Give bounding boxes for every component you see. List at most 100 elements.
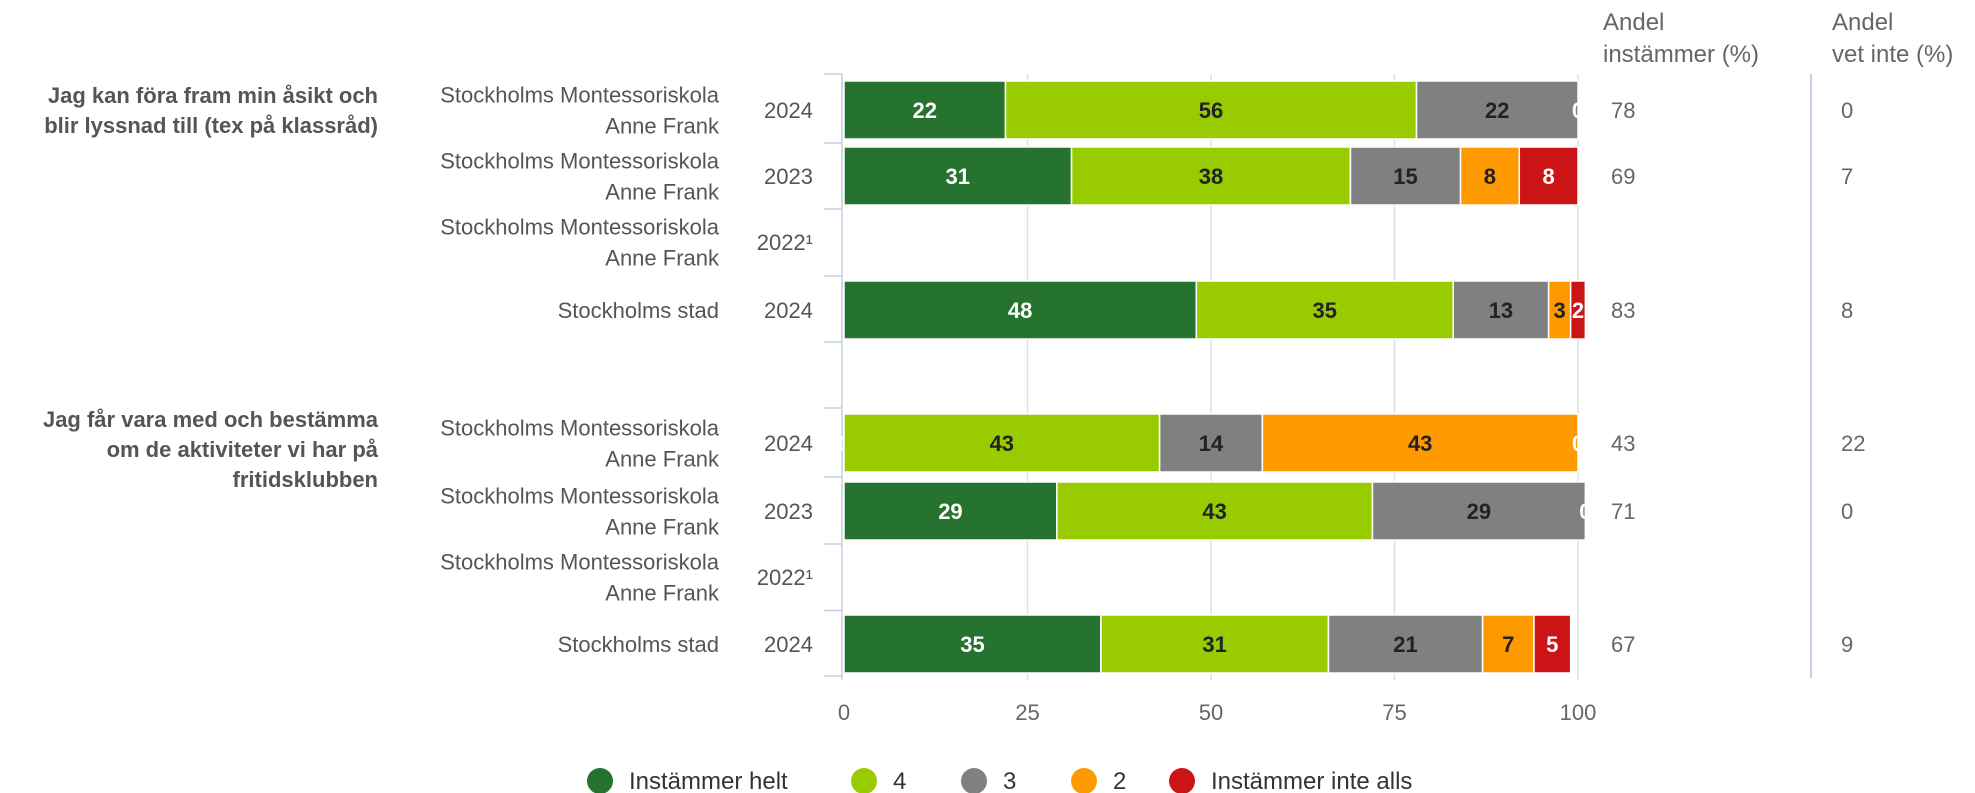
data-label: 35 <box>960 632 984 657</box>
data-label: 22 <box>1485 98 1509 123</box>
legend-marker <box>1169 768 1195 793</box>
data-label: 29 <box>938 499 962 524</box>
andel-vet-inte-value: 22 <box>1841 431 1865 456</box>
data-label: 2 <box>1572 298 1584 323</box>
bar-segment <box>1070 146 1352 206</box>
row-label: Stockholms Montessoriskola <box>440 215 720 240</box>
row-label: Anne Frank <box>605 581 720 606</box>
data-label: 43 <box>1408 431 1432 456</box>
row-year: 2022¹ <box>757 565 813 590</box>
legend-marker <box>1071 768 1097 793</box>
bar-segment <box>1518 146 1579 206</box>
row-label: Anne Frank <box>605 180 720 205</box>
data-label: 0 <box>1572 431 1584 456</box>
row-year: 2023 <box>764 499 813 524</box>
andel-instammer-value: 43 <box>1611 431 1635 456</box>
legend-label: 4 <box>893 768 906 793</box>
legend-label: Instämmer inte alls <box>1211 768 1412 793</box>
question-label: blir lyssnad till (tex på klassråd) <box>44 113 378 138</box>
row-label: Anne Frank <box>605 246 720 271</box>
andel-vet-inte-value: 7 <box>1841 164 1853 189</box>
row-label: Stockholms stad <box>558 632 719 657</box>
bar-segment <box>1004 80 1418 140</box>
data-label: 13 <box>1489 298 1513 323</box>
data-label: 8 <box>1484 164 1496 189</box>
question-label: om de aktiviteter vi har på <box>107 437 379 462</box>
bar-segment <box>1100 614 1330 674</box>
bar-segment <box>1371 481 1587 541</box>
row-year: 2024 <box>764 431 813 456</box>
andel-instammer-value: 67 <box>1611 632 1635 657</box>
legend-label: Instämmer helt <box>629 768 788 793</box>
bar-segment <box>1481 614 1535 674</box>
legend-label: 3 <box>1003 768 1016 793</box>
andel-instammer-value: 83 <box>1611 298 1635 323</box>
bar-segment <box>1158 413 1264 473</box>
row-label: Stockholms Montessoriskola <box>440 83 720 108</box>
data-label: 15 <box>1393 164 1417 189</box>
data-label: 31 <box>946 164 970 189</box>
andel-instammer-value: 69 <box>1611 164 1635 189</box>
row-year: 2023 <box>764 164 813 189</box>
andel-instammer-value: 71 <box>1611 499 1635 524</box>
data-label: 43 <box>1202 499 1226 524</box>
data-label: 8 <box>1543 164 1555 189</box>
x-tick-label: 75 <box>1382 700 1406 725</box>
row-year: 2022¹ <box>757 230 813 255</box>
bar-segment <box>843 413 1161 473</box>
bar-segment <box>1452 280 1550 340</box>
data-label: 14 <box>1199 431 1224 456</box>
row-label: Anne Frank <box>605 447 720 472</box>
x-tick-label: 25 <box>1015 700 1039 725</box>
bar-segment <box>1349 146 1462 206</box>
column-header: Andel <box>1832 9 1893 36</box>
row-label: Stockholms stad <box>558 298 719 323</box>
data-label: 29 <box>1467 499 1491 524</box>
bar-segment <box>1569 280 1587 340</box>
row-label: Stockholms Montessoriskola <box>440 149 720 174</box>
bar-segment <box>1533 614 1572 674</box>
bar-segment <box>1195 280 1454 340</box>
column-header: instämmer (%) <box>1603 41 1759 68</box>
data-label: 43 <box>990 431 1014 456</box>
bar-segment <box>843 146 1073 206</box>
bar-segment <box>843 614 1102 674</box>
data-label: 7 <box>1502 632 1514 657</box>
data-label: 5 <box>1546 632 1558 657</box>
row-year: 2024 <box>764 632 813 657</box>
andel-instammer-value: 78 <box>1611 98 1635 123</box>
column-header: vet inte (%) <box>1832 41 1953 68</box>
data-label: 56 <box>1199 98 1223 123</box>
row-year: 2024 <box>764 98 813 123</box>
row-year: 2024 <box>764 298 813 323</box>
legend-marker <box>851 768 877 793</box>
x-tick-label: 50 <box>1199 700 1223 725</box>
legend-marker <box>961 768 987 793</box>
bar-segment <box>843 80 1007 140</box>
question-label: Jag får vara med och bestämma <box>43 407 379 432</box>
data-label: 35 <box>1313 298 1337 323</box>
bar-segment <box>1056 481 1374 541</box>
row-label: Stockholms Montessoriskola <box>440 484 720 509</box>
row-label: Anne Frank <box>605 114 720 139</box>
data-label: 0 <box>1579 499 1591 524</box>
row-label: Anne Frank <box>605 515 720 540</box>
data-label: 31 <box>1202 632 1226 657</box>
andel-vet-inte-value: 9 <box>1841 632 1853 657</box>
data-label: 38 <box>1199 164 1223 189</box>
data-label: 48 <box>1008 298 1032 323</box>
data-label: 3 <box>1554 298 1566 323</box>
question-label: fritidsklubben <box>233 467 378 492</box>
andel-vet-inte-value: 0 <box>1841 98 1853 123</box>
x-tick-label: 0 <box>838 700 850 725</box>
bar-segment <box>1261 413 1579 473</box>
bar-segment <box>1415 80 1579 140</box>
legend-label: 2 <box>1113 768 1126 793</box>
row-label: Stockholms Montessoriskola <box>440 416 720 441</box>
question-label: Jag kan föra fram min åsikt och <box>48 83 378 108</box>
andel-vet-inte-value: 8 <box>1841 298 1853 323</box>
bar-segment <box>1459 146 1521 206</box>
data-label: 21 <box>1393 632 1417 657</box>
data-label: 0 <box>1572 98 1584 123</box>
